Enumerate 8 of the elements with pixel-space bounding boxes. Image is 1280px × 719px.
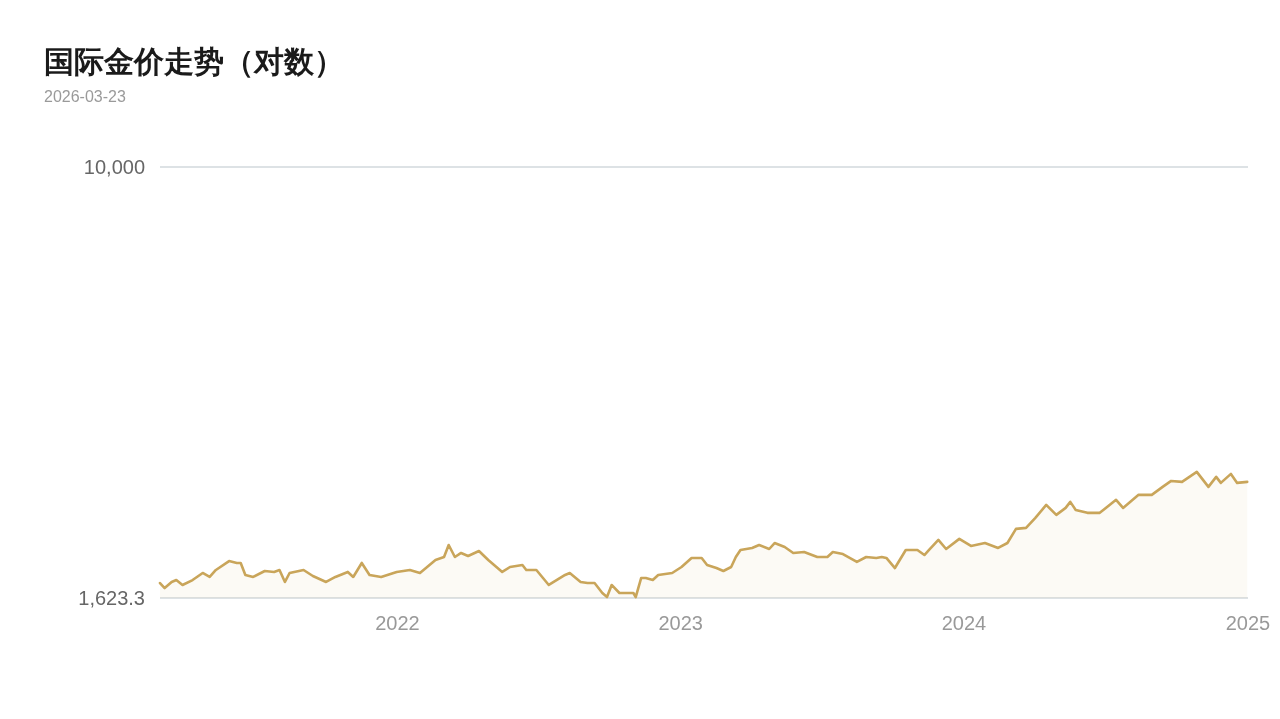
y-tick-label: 10,000: [83, 156, 145, 178]
x-tick-label: 2025: [1225, 612, 1271, 634]
x-tick-label: 2023: [658, 612, 703, 634]
chart-subtitle: 2026-03-23: [44, 88, 126, 105]
x-tick-label: 2024: [941, 612, 987, 634]
chart-title: 国际金价走势（对数）: [44, 45, 344, 78]
x-tick-label: 2022: [375, 612, 420, 634]
y-tick-label: 1,623.3: [78, 587, 145, 609]
